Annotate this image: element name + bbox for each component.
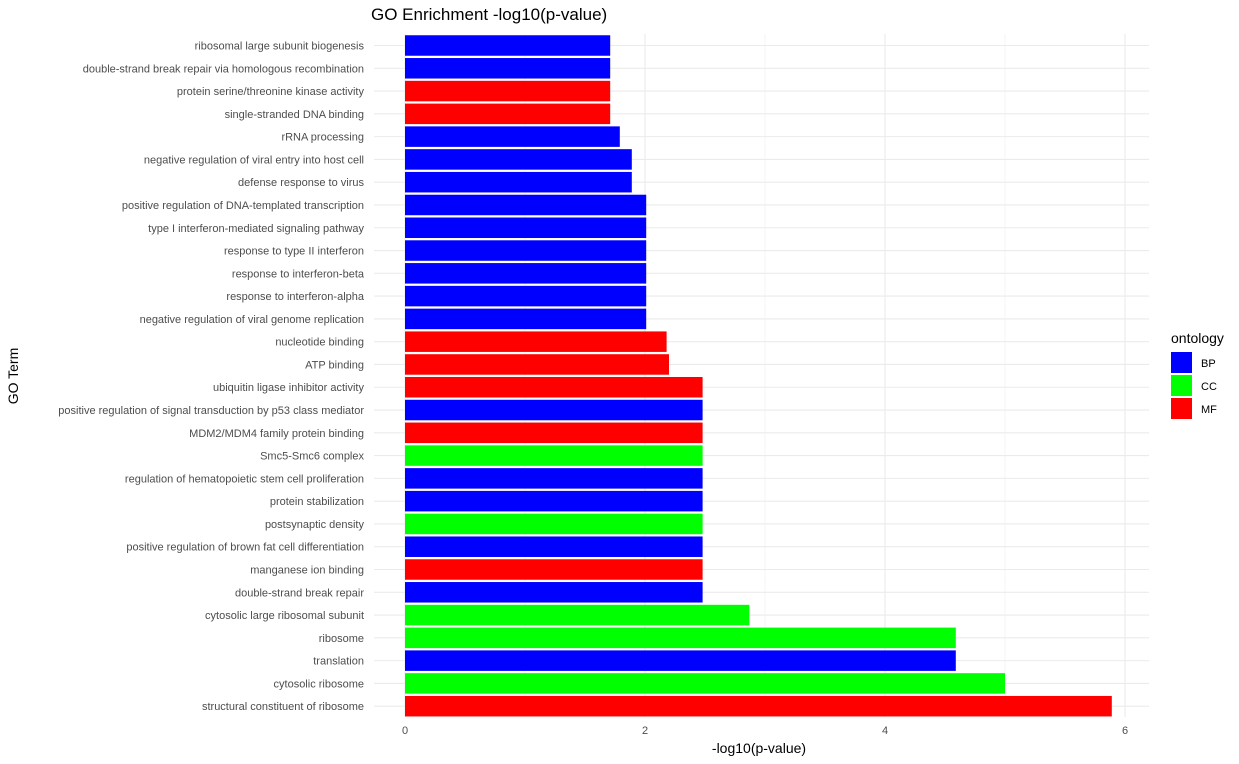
bar bbox=[405, 445, 703, 466]
y-tick-label: ribosomal large subunit biogenesis bbox=[195, 41, 365, 53]
bar bbox=[405, 285, 647, 307]
y-tick-label: protein stabilization bbox=[270, 496, 364, 508]
y-tick-label: cytosolic ribosome bbox=[274, 678, 364, 690]
bar bbox=[405, 194, 647, 216]
chart-title: GO Enrichment -log10(p-value) bbox=[371, 5, 607, 24]
bar bbox=[405, 399, 703, 421]
bar bbox=[405, 559, 703, 580]
bar bbox=[405, 422, 703, 444]
y-tick-label: translation bbox=[313, 656, 364, 668]
bar bbox=[405, 103, 611, 125]
bar bbox=[405, 490, 703, 512]
legend-swatch bbox=[1171, 352, 1192, 373]
y-tick-label: Smc5-Smc6 complex bbox=[260, 451, 364, 463]
bar bbox=[405, 354, 669, 375]
bar bbox=[405, 149, 632, 170]
bar bbox=[405, 58, 611, 79]
bar bbox=[405, 650, 956, 671]
bar bbox=[405, 331, 667, 352]
y-tick-label: cytosolic large ribosomal subunit bbox=[205, 610, 364, 622]
y-tick-label: MDM2/MDM4 family protein binding bbox=[189, 428, 364, 440]
y-tick-label: protein serine/threonine kinase activity bbox=[177, 86, 365, 98]
bar bbox=[405, 376, 703, 398]
y-tick-label: ribosome bbox=[319, 633, 364, 645]
y-tick-label: positive regulation of DNA-templated tra… bbox=[122, 200, 364, 212]
legend-label: MF bbox=[1201, 404, 1217, 416]
y-tick-label: response to interferon-alpha bbox=[226, 291, 364, 303]
bar bbox=[405, 263, 647, 284]
bar bbox=[405, 536, 703, 557]
y-tick-label: type I interferon-mediated signaling pat… bbox=[148, 223, 364, 235]
legend-swatch bbox=[1171, 398, 1192, 419]
bar bbox=[405, 80, 611, 102]
bar bbox=[405, 308, 647, 330]
x-axis-title: -log10(p-value) bbox=[712, 740, 806, 756]
y-tick-label: positive regulation of brown fat cell di… bbox=[126, 542, 364, 554]
y-tick-label: double-strand break repair via homologou… bbox=[83, 63, 364, 75]
bar bbox=[405, 35, 611, 56]
bar bbox=[405, 240, 647, 261]
y-tick-label: ubiquitin ligase inhibitor activity bbox=[213, 382, 365, 394]
y-tick-label: response to type II interferon bbox=[224, 246, 364, 258]
legend: ontology BP CC MF bbox=[1171, 330, 1224, 419]
bar bbox=[405, 695, 1112, 717]
y-tick-label: postsynaptic density bbox=[265, 519, 365, 531]
y-tick-label: negative regulation of viral entry into … bbox=[144, 154, 364, 166]
x-tick-label: 4 bbox=[882, 725, 888, 737]
bar bbox=[405, 171, 632, 193]
bar bbox=[405, 673, 1005, 694]
x-tick-label: 0 bbox=[402, 725, 408, 737]
bar bbox=[405, 604, 750, 626]
y-tick-label: double-strand break repair bbox=[235, 587, 364, 599]
bars bbox=[405, 35, 1112, 717]
legend-label: BP bbox=[1201, 358, 1216, 370]
y-tick-label: response to interferon-beta bbox=[232, 268, 365, 280]
y-tick-labels: ribosomal large subunit biogenesis double… bbox=[58, 41, 365, 714]
y-tick-label: negative regulation of viral genome repl… bbox=[140, 314, 364, 326]
x-tick-label: 6 bbox=[1122, 725, 1128, 737]
y-tick-label: manganese ion binding bbox=[250, 565, 364, 577]
bar bbox=[405, 217, 647, 239]
bar bbox=[405, 126, 620, 147]
y-tick-label: rRNA processing bbox=[281, 132, 364, 144]
x-tick-labels: 0 2 4 6 bbox=[402, 725, 1128, 737]
y-tick-label: defense response to virus bbox=[238, 177, 364, 189]
legend-label: CC bbox=[1201, 381, 1217, 393]
y-tick-label: structural constituent of ribosome bbox=[202, 701, 364, 713]
bar bbox=[405, 627, 956, 649]
y-tick-label: single-stranded DNA binding bbox=[225, 109, 364, 121]
legend-swatch bbox=[1171, 375, 1192, 396]
bar bbox=[405, 582, 703, 603]
x-tick-label: 2 bbox=[642, 725, 648, 737]
legend-title: ontology bbox=[1171, 330, 1224, 346]
y-axis-title: GO Term bbox=[5, 348, 21, 405]
y-tick-label: ATP binding bbox=[305, 359, 364, 371]
bar bbox=[405, 513, 703, 535]
y-tick-label: nucleotide binding bbox=[275, 337, 364, 349]
y-tick-label: regulation of hematopoietic stem cell pr… bbox=[125, 473, 364, 485]
y-tick-label: positive regulation of signal transducti… bbox=[58, 405, 364, 417]
bar bbox=[405, 468, 703, 489]
